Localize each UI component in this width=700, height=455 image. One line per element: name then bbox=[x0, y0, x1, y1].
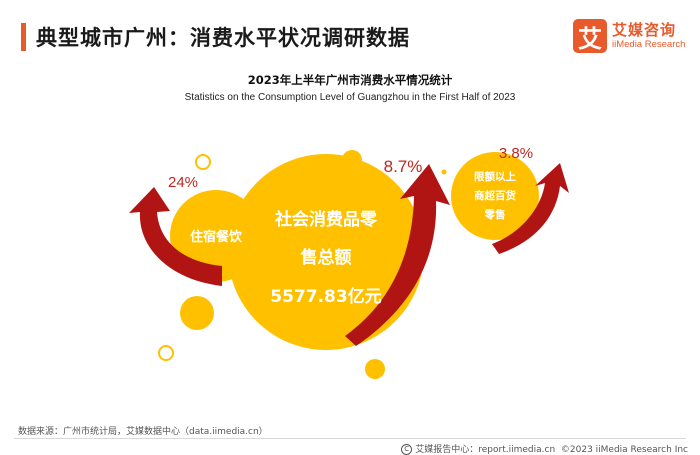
data-source-note: 数据来源：广州市统计局，艾媒数据中心（data.iimedia.cn） bbox=[18, 427, 268, 437]
growth-label-catering: 24% bbox=[168, 174, 198, 191]
page-title: 典型城市广州：消费水平状况调研数据 bbox=[36, 26, 410, 50]
growth-arrow-mall-retail bbox=[492, 163, 569, 254]
bubble-label-mall-line3: 零售 bbox=[484, 208, 506, 221]
decor-bubble bbox=[180, 296, 214, 330]
growth-label-retail-total: 8.7% bbox=[384, 157, 423, 176]
bubble-value-retail: 5577.83亿元 bbox=[270, 286, 381, 307]
bubble-label-catering: 住宿餐饮 bbox=[190, 229, 243, 245]
copyright-text: ©2023 iiMedia Research Inc bbox=[560, 445, 688, 455]
footer-credits: C 艾媒报告中心：report.iimedia.cn ©2023 iiMedia … bbox=[401, 442, 688, 455]
decor-bubble bbox=[441, 169, 447, 175]
footer-divider bbox=[14, 438, 686, 439]
growth-arrow-retail-total bbox=[345, 164, 450, 346]
report-center-icon: C bbox=[401, 444, 413, 455]
title-accent-bar bbox=[21, 23, 26, 51]
decor-bubble bbox=[365, 359, 385, 379]
bubble-label-retail-line2: 售总额 bbox=[301, 247, 352, 268]
chart-title: 2023年上半年广州市消费水平情况统计 bbox=[247, 73, 453, 87]
decor-ring bbox=[195, 154, 211, 170]
bubble-retail-total bbox=[228, 154, 424, 350]
logo-text-en: iiMedia Research bbox=[612, 39, 686, 50]
bubble-mall-retail bbox=[451, 152, 539, 240]
logo-text-cn: 艾媒咨询 bbox=[612, 21, 677, 39]
logo-mark: 艾 bbox=[573, 19, 607, 53]
growth-label-mall-retail: 3.8% bbox=[499, 145, 533, 162]
report-center-link[interactable]: 艾媒报告中心：report.iimedia.cn bbox=[415, 445, 556, 455]
decor-ring bbox=[158, 345, 174, 361]
bubble-label-retail-line1: 社会消费品零 bbox=[274, 209, 378, 230]
chart-subtitle: Statistics on the Consumption Level of G… bbox=[184, 92, 516, 103]
bubble-label-mall-line1: 限额以上 bbox=[474, 170, 516, 183]
iimedia-logo[interactable]: 艾 艾媒咨询 iiMedia Research bbox=[573, 19, 691, 55]
bubble-label-mall-line2: 商超百货 bbox=[474, 189, 516, 202]
growth-arrow-catering bbox=[129, 187, 222, 286]
